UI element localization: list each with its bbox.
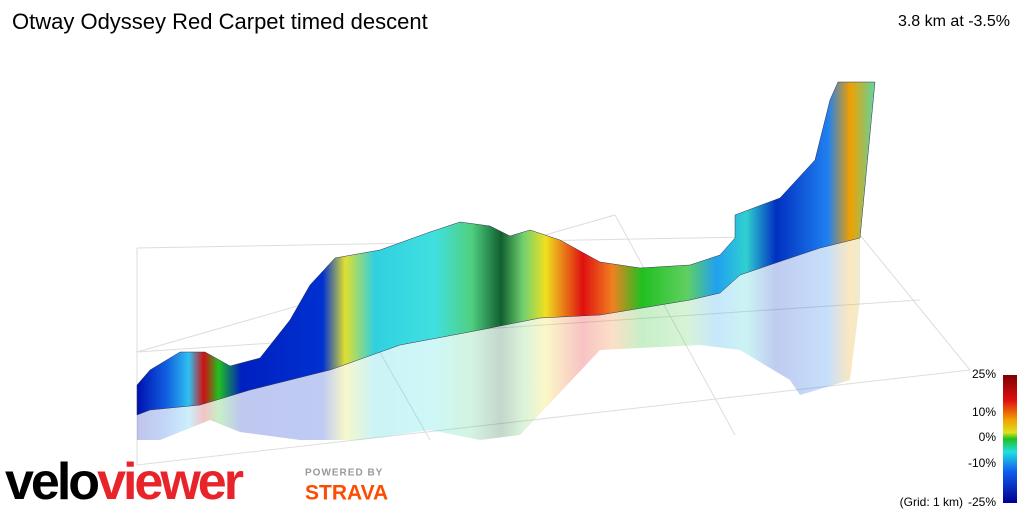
grid-note: (Grid: 1 km) xyxy=(900,495,963,509)
legend-label: 25% xyxy=(972,367,996,381)
title: Otway Odyssey Red Carpet timed descent xyxy=(12,9,428,34)
summary: 3.8 km at -3.5% xyxy=(898,13,1010,30)
powered-by: POWERED BY xyxy=(305,468,383,479)
color-scale xyxy=(1003,375,1017,503)
profile-reflection xyxy=(137,238,860,440)
legend-label: 10% xyxy=(972,405,996,419)
logo: veloviewer xyxy=(5,453,244,511)
logo-viewer: viewer xyxy=(97,453,244,511)
legend-label: -25% xyxy=(968,495,996,509)
legend-label: -10% xyxy=(968,456,996,470)
legend-label: 0% xyxy=(979,430,997,444)
logo-velo: velo xyxy=(5,453,98,511)
strava-logo: STRAVA xyxy=(305,482,388,505)
profile-ribbon xyxy=(136,81,876,416)
